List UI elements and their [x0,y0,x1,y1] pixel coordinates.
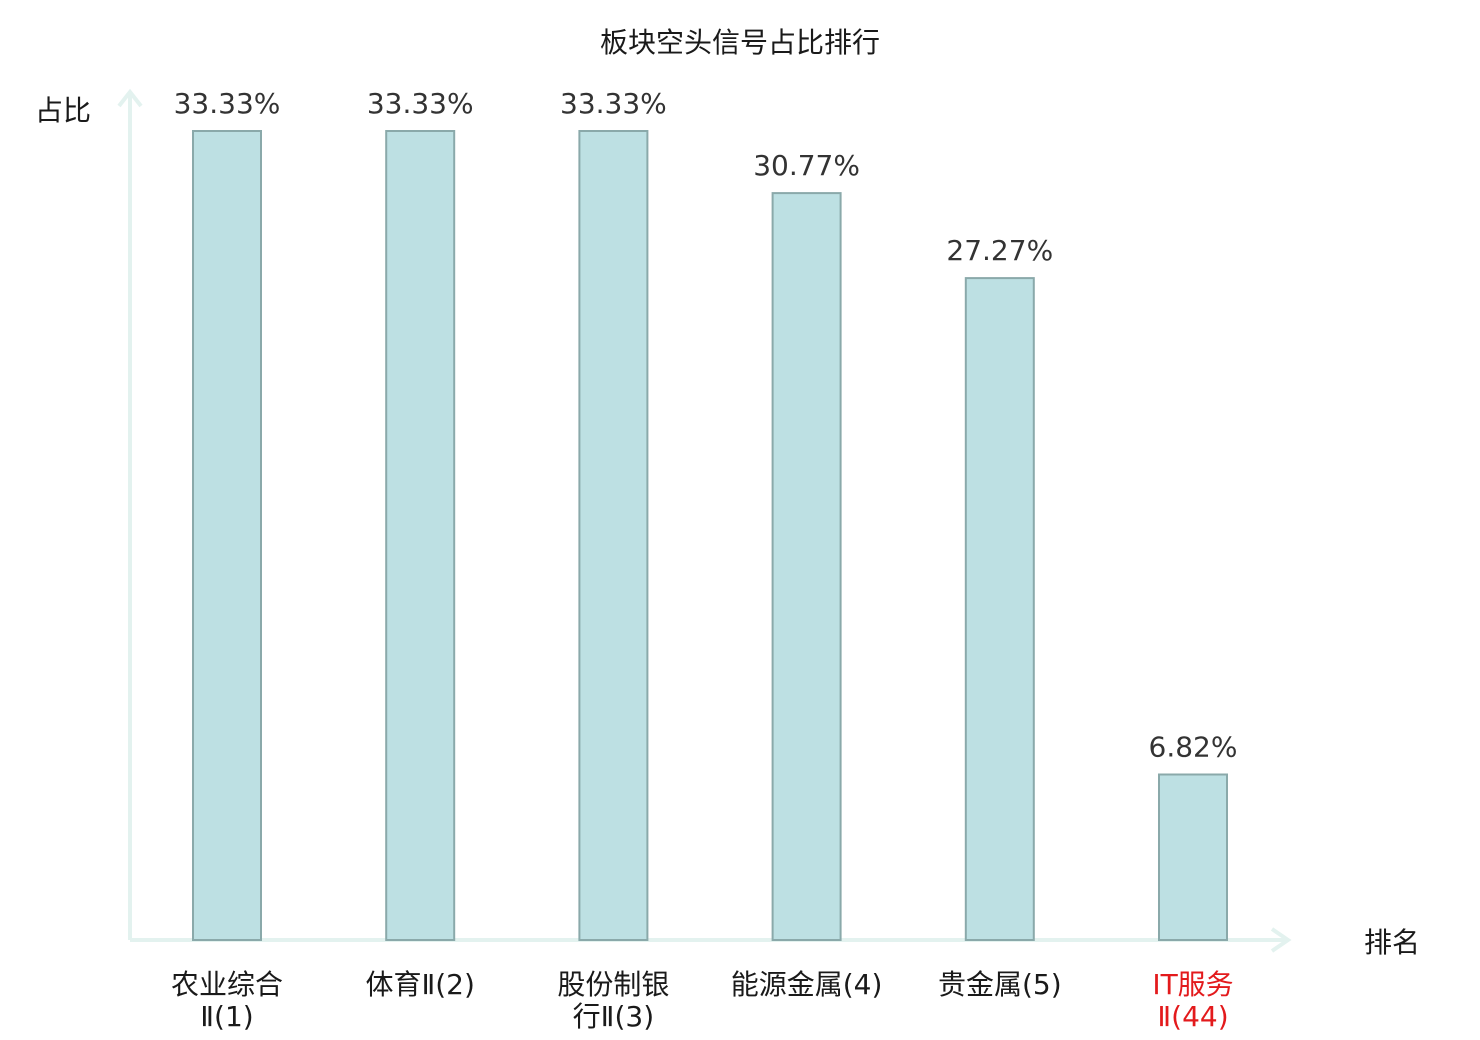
bar-2 [385,130,456,941]
category-label-line: IT服务 [1152,968,1233,1001]
category-label-line: 能源金属(4) [731,968,883,1001]
bars-group [192,130,1228,942]
category-label-line: 农业综合 [171,968,283,1001]
category-label-line: 股份制银 [557,968,669,1001]
category-labels-group: 农业综合 Ⅱ(1) 体育Ⅱ(2) 股份制银行Ⅱ(3) 能源金属(4) 贵金属(5) IT服务… [171,968,1234,1033]
category-label-5: 贵金属(5) [938,968,1062,1001]
category-label-line: 体育Ⅱ(2) [365,968,474,1001]
bar-5 [964,277,1035,942]
category-label-6: IT服务 Ⅱ(44) [1152,968,1233,1033]
category-label-2: 体育Ⅱ(2) [365,968,474,1001]
bar-4 [771,192,842,942]
category-label-line: Ⅱ(44) [1157,1000,1228,1033]
category-label-3: 股份制银行Ⅱ(3) [557,968,669,1033]
y-axis-arrow [117,88,143,108]
category-label-line: 行Ⅱ(3) [573,1000,654,1033]
x-axis-label: 排名 [1364,926,1420,959]
category-label-4: 能源金属(4) [731,968,883,1001]
value-labels-group: 33.33% 33.33% 33.33% 30.77% 27.27% 6.82% [174,87,1238,764]
category-label-line: Ⅱ(1) [200,1000,253,1033]
y-axis-label: 占比 [35,94,91,127]
value-label-4: 30.77% [753,149,860,182]
bar-6 [1158,773,1228,941]
value-label-1: 33.33% [174,87,281,120]
x-axis-arrow [1270,927,1292,953]
value-label-3: 33.33% [560,87,667,120]
value-label-2: 33.33% [367,87,474,120]
bar-3 [578,130,649,941]
value-label-5: 27.27% [946,234,1053,267]
category-label-1: 农业综合 Ⅱ(1) [171,968,283,1033]
category-label-line: 贵金属(5) [938,968,1062,1001]
bar-1 [192,130,262,941]
chart-title: 板块空头信号占比排行 [600,26,880,59]
value-label-6: 6.82% [1149,731,1238,764]
